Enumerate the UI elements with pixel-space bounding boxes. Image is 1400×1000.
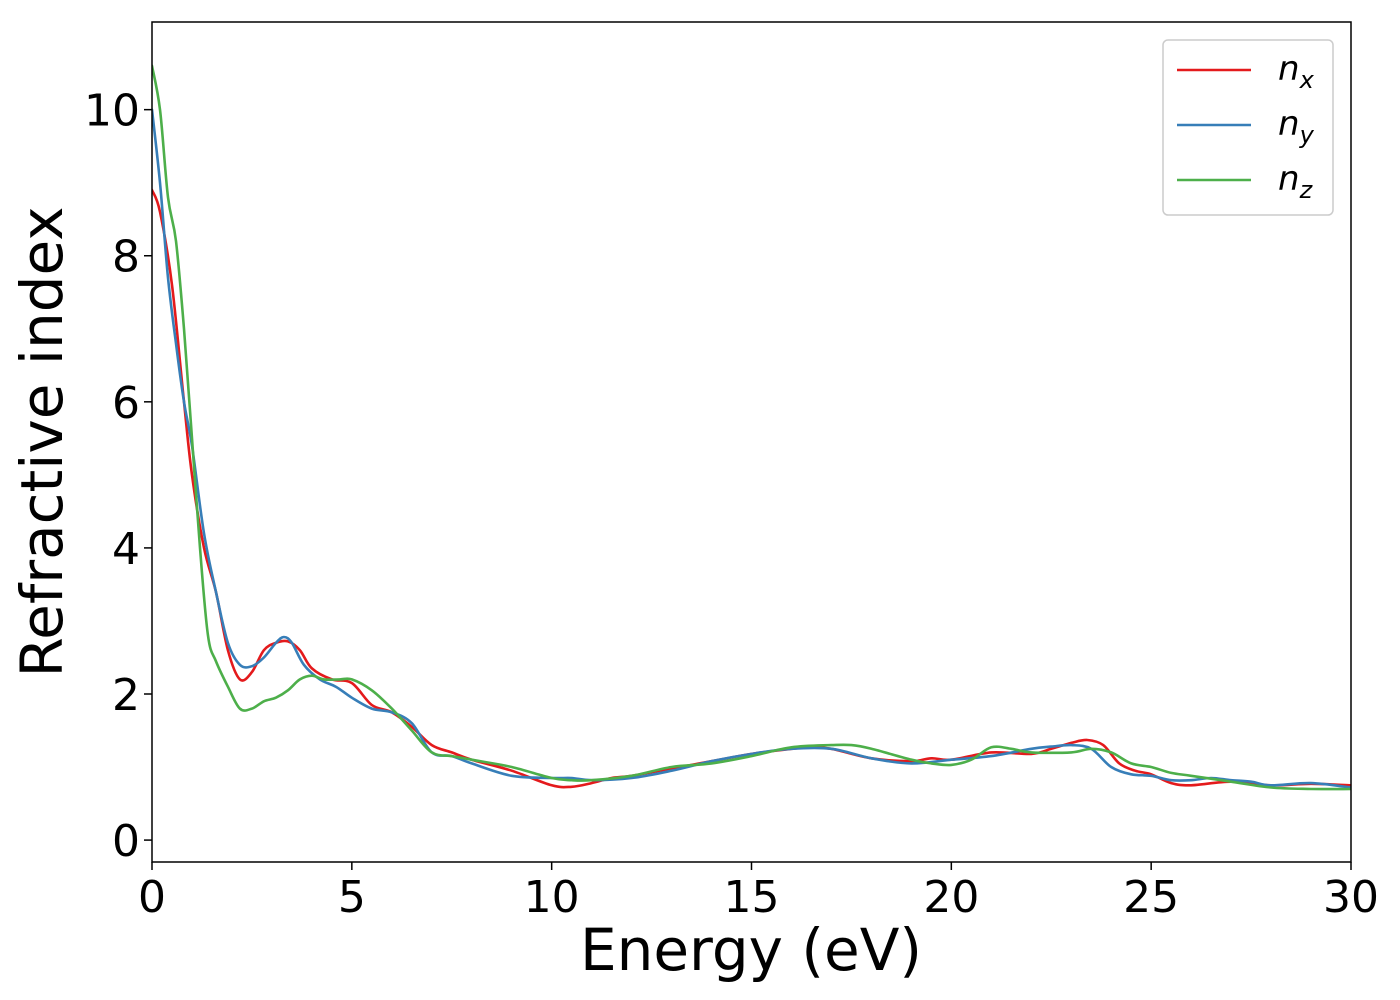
x-tick-label: 15 [724,872,780,923]
legend-label-n-z: nz [1278,159,1314,204]
y-tick-label: 8 [112,232,140,283]
x-axis: 0 5 10 15 20 25 30 [138,862,1379,923]
y-tick-label: 0 [112,816,140,867]
legend: nx ny nz [1162,39,1334,216]
series-line-n-z [152,64,1351,791]
series-layer [152,64,1351,791]
series-line-n-x [152,188,1351,789]
y-tick-label: 10 [84,86,140,137]
x-tick-label: 30 [1323,872,1379,923]
x-axis-label: Energy (eV) [580,916,922,984]
x-tick-label: 10 [524,872,580,923]
x-tick-label: 25 [1123,872,1179,923]
y-axis: 0 2 4 6 8 10 [84,86,152,867]
legend-label-n-y: ny [1278,104,1315,149]
y-tick-label: 4 [112,524,140,575]
x-tick-label: 5 [338,872,366,923]
legend-box [1162,39,1334,216]
y-tick-label: 2 [112,670,140,721]
y-axis-label: Refractive index [8,206,76,677]
y-tick-label: 6 [112,378,140,429]
legend-label-n-x: nx [1278,49,1315,94]
x-tick-label: 20 [923,872,979,923]
x-tick-label: 0 [138,872,166,923]
